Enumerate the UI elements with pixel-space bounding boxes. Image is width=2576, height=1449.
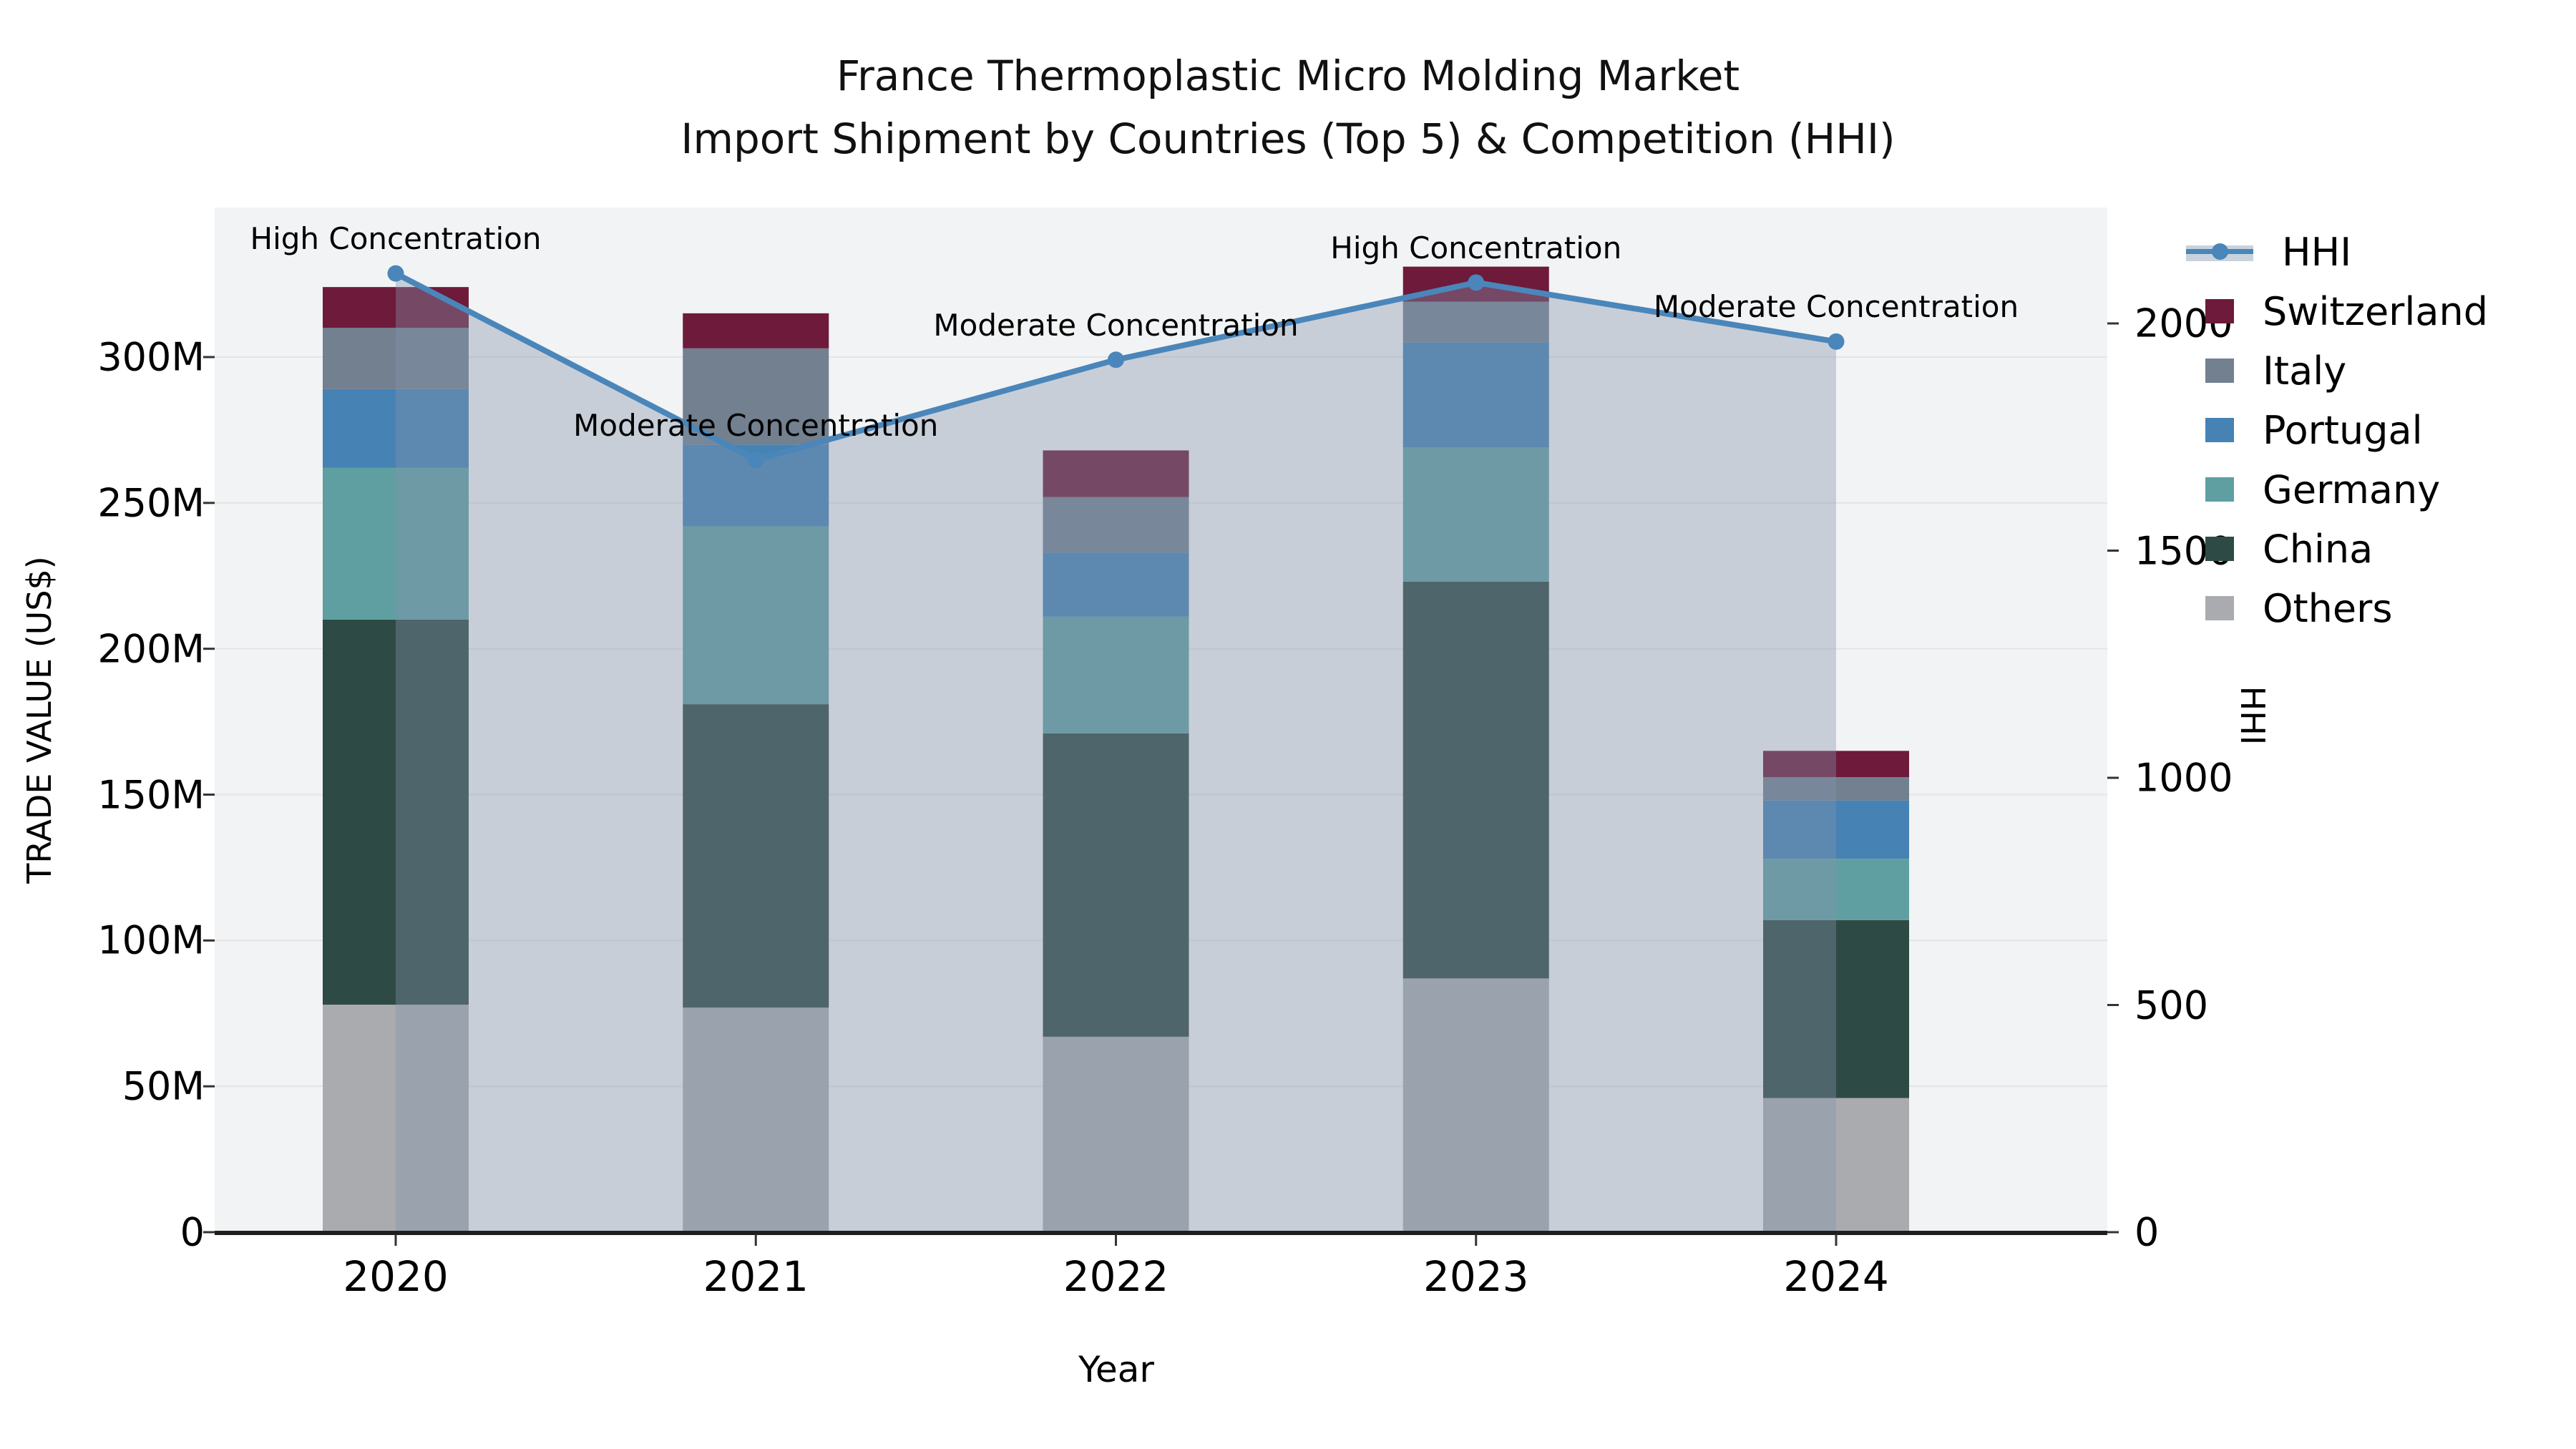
- legend-hhi-line-icon: [2186, 240, 2253, 264]
- hhi-marker-2024: [1828, 333, 1845, 350]
- chart-title-line2: Import Shipment by Countries (Top 5) & C…: [680, 114, 1896, 163]
- legend-item-portugal: Portugal: [2186, 407, 2423, 453]
- right-tick-0: 0: [2135, 1209, 2160, 1255]
- bar-segment-2022-italy: [1043, 497, 1189, 553]
- bar-segment-2024-china: [1763, 919, 1909, 1098]
- bar-segment-2023-china: [1402, 581, 1549, 979]
- left-tick-50M: 50M: [122, 1063, 205, 1109]
- left-tick-0: 0: [180, 1209, 205, 1255]
- x-tick-2024: 2024: [1783, 1252, 1889, 1301]
- left-axis-title: TRADE VALUE (US$): [20, 556, 59, 884]
- bar-segment-2023-germany: [1402, 447, 1549, 582]
- hhi-marker-2023: [1468, 274, 1485, 291]
- annotation-2020: High Concentration: [250, 221, 542, 257]
- bar-segment-2023-italy: [1402, 301, 1549, 343]
- annotation-2024: Moderate Concentration: [1653, 289, 2019, 325]
- legend-label-china: China: [2263, 526, 2373, 572]
- bar-segment-2022-china: [1043, 733, 1189, 1037]
- bar-segment-2020-switzerland: [323, 287, 469, 328]
- x-tick-2023: 2023: [1423, 1252, 1529, 1301]
- bar-segment-2023-portugal: [1402, 342, 1549, 448]
- legend-label-germany: Germany: [2263, 467, 2441, 512]
- legend-swatch-italy: [2205, 358, 2234, 383]
- hhi-area-fill: [396, 273, 1836, 1232]
- legend-label-italy: Italy: [2263, 348, 2347, 394]
- bar-segment-2024-germany: [1763, 859, 1909, 920]
- left-tick-250M: 250M: [97, 480, 205, 526]
- chart-title-line1: France Thermoplastic Micro Molding Marke…: [836, 52, 1740, 100]
- x-tick-2021: 2021: [703, 1252, 809, 1301]
- bar-segment-2021-switzerland: [683, 313, 829, 348]
- hhi-marker-2020: [387, 265, 404, 282]
- legend-swatch-switzerland: [2205, 299, 2234, 323]
- x-axis-spine: [215, 1231, 2107, 1235]
- legend-swatch-portugal: [2205, 418, 2234, 442]
- right-axis-title: HHI: [2233, 686, 2272, 746]
- bar-segment-2021-germany: [683, 526, 829, 705]
- annotation-2023: High Concentration: [1330, 230, 1622, 265]
- chart-title: France Thermoplastic Micro Molding Marke…: [0, 44, 2576, 170]
- stacked-bars: [323, 266, 1909, 1232]
- right-tick-1000: 1000: [2135, 755, 2233, 801]
- left-tick-150M: 150M: [97, 772, 205, 817]
- bar-segment-2021-others: [683, 1008, 829, 1232]
- bar-segment-2024-others: [1763, 1098, 1909, 1232]
- left-tick-200M: 200M: [97, 626, 205, 672]
- bar-segment-2022-switzerland: [1043, 450, 1189, 497]
- bar-segment-2020-germany: [323, 467, 469, 620]
- bar-segment-2024-switzerland: [1763, 751, 1909, 778]
- bar-segment-2021-italy: [683, 348, 829, 445]
- legend-label-hhi: HHI: [2282, 229, 2352, 275]
- legend-swatch-germany: [2205, 477, 2234, 502]
- hhi-markers: [387, 265, 1845, 468]
- legend-item-switzerland: Switzerland: [2186, 288, 2488, 334]
- legend-swatch-china: [2205, 537, 2234, 561]
- bar-segment-2022-others: [1043, 1036, 1189, 1232]
- legend-label-portugal: Portugal: [2263, 407, 2423, 453]
- left-tick-100M: 100M: [97, 917, 205, 963]
- bar-segment-2024-italy: [1763, 777, 1909, 801]
- tick-marks: [203, 322, 2119, 1246]
- legend-label-others: Others: [2263, 585, 2393, 631]
- legend-item-china: China: [2186, 526, 2373, 572]
- right-tick-500: 500: [2135, 982, 2209, 1028]
- bar-segment-2022-portugal: [1043, 552, 1189, 617]
- hhi-marker-2022: [1108, 351, 1124, 369]
- legend-swatch-others: [2205, 596, 2234, 620]
- x-tick-2022: 2022: [1063, 1252, 1169, 1301]
- bar-segment-2020-others: [323, 1005, 469, 1232]
- legend-label-switzerland: Switzerland: [2263, 288, 2488, 334]
- legend-item-hhi: HHI: [2186, 229, 2352, 275]
- bar-segment-2021-china: [683, 704, 829, 1008]
- bar-segment-2020-china: [323, 619, 469, 1005]
- bar-segment-2022-germany: [1043, 616, 1189, 733]
- x-axis-title: Year: [1078, 1349, 1154, 1390]
- bar-segment-2024-portugal: [1763, 800, 1909, 859]
- bar-segment-2020-italy: [323, 328, 469, 389]
- legend-item-italy: Italy: [2186, 348, 2347, 394]
- annotation-2022: Moderate Concentration: [933, 307, 1299, 343]
- bar-segment-2023-others: [1402, 978, 1549, 1232]
- legend-item-others: Others: [2186, 585, 2393, 631]
- legend-item-germany: Germany: [2186, 467, 2441, 512]
- left-tick-300M: 300M: [97, 334, 205, 380]
- annotation-2021: Moderate Concentration: [573, 407, 939, 443]
- x-tick-2020: 2020: [343, 1252, 449, 1301]
- bar-segment-2020-portugal: [323, 389, 469, 468]
- hhi-marker-2021: [747, 452, 764, 468]
